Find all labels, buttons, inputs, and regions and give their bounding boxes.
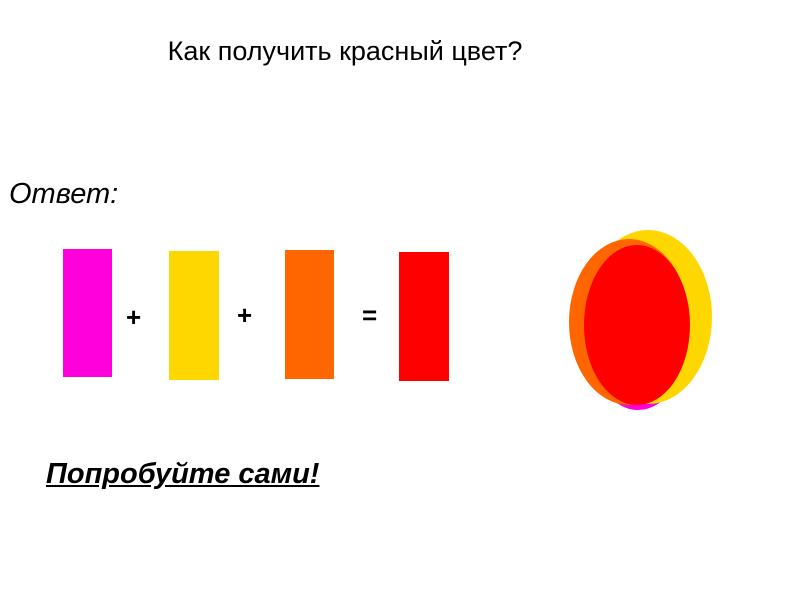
equals-sign: = bbox=[362, 300, 378, 330]
red-swatch bbox=[399, 252, 449, 381]
yellow-swatch bbox=[169, 251, 219, 380]
try-yourself-text: Попробуйте сами! bbox=[46, 458, 320, 490]
magenta-swatch bbox=[63, 249, 112, 377]
answer-label: Ответ: bbox=[9, 178, 119, 210]
plus-sign: + bbox=[126, 302, 142, 332]
red-ellipse bbox=[584, 245, 690, 405]
plus-sign: + bbox=[237, 300, 253, 330]
orange-swatch bbox=[285, 250, 334, 379]
slide-title: Как получить красный цвет? bbox=[167, 36, 523, 66]
